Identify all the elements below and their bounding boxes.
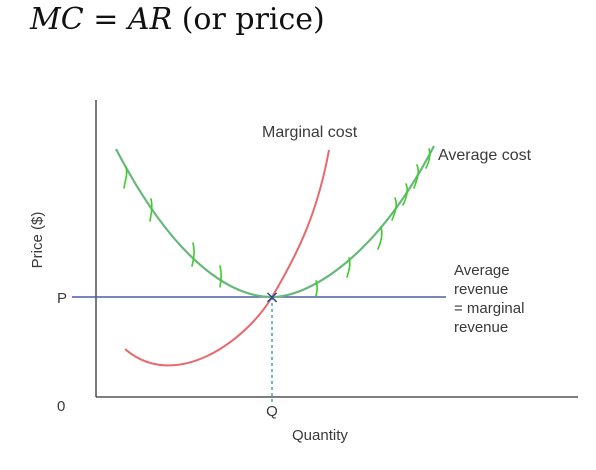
y-axis-label: Price ($) (29, 212, 46, 269)
intersection-marker: × (264, 287, 279, 308)
formula-lhs: MC (30, 2, 84, 37)
average-revenue-label: Average revenue = marginal revenue (454, 262, 524, 336)
price-tick-label: P (57, 290, 67, 307)
formula: MC = AR (or price) (30, 2, 325, 37)
average-cost-label: Average cost (438, 147, 532, 164)
formula-note: (or price) (181, 2, 325, 37)
average-revenue-label-line-1: Average (454, 262, 510, 279)
average-cost-curve (115, 145, 435, 299)
average-revenue-label-line-3: = marginal (454, 300, 524, 317)
handwritten-tick-marks (123, 148, 431, 297)
average-revenue-label-line-4: revenue (454, 319, 508, 336)
origin-label: 0 (57, 398, 65, 415)
x-axis-label: Quantity (292, 427, 348, 444)
average-revenue-label-line-2: revenue (454, 281, 508, 298)
quantity-tick-label: Q (266, 403, 278, 420)
marginal-cost-curve (124, 149, 330, 367)
formula-equals: = (93, 2, 119, 37)
marginal-cost-label: Marginal cost (262, 124, 358, 141)
formula-rhs: AR (127, 2, 173, 37)
